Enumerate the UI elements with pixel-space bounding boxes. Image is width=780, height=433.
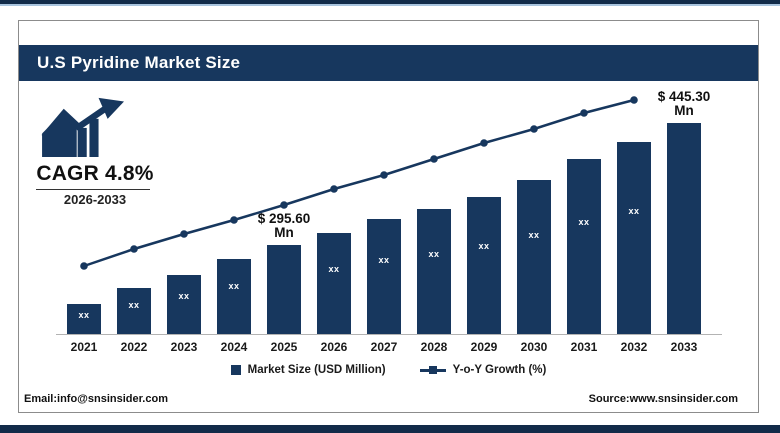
x-axis-label-2032: 2032 <box>620 340 648 354</box>
x-axis-label-2023: 2023 <box>170 340 198 354</box>
x-axis-label-2030: 2030 <box>520 340 548 354</box>
chart-title-band: U.S Pyridine Market Size <box>19 45 758 81</box>
bar-value-label: xx <box>78 310 90 320</box>
bar-2026 <box>317 233 351 334</box>
bar-value-label: xx <box>128 300 140 310</box>
bar-swatch-icon <box>230 365 241 375</box>
bar-2033 <box>667 123 701 334</box>
bottom-strip <box>0 425 780 433</box>
bar-value-label: xx <box>428 249 440 259</box>
cagr-divider <box>36 189 150 190</box>
bar-2028 <box>417 209 451 334</box>
cagr-value: CAGR 4.8% <box>36 162 154 185</box>
x-axis-label-2033: 2033 <box>670 340 698 354</box>
line-swatch-icon <box>419 365 446 375</box>
bar-callout-2033: $ 445.30 Mn <box>657 89 711 118</box>
bar-2031 <box>567 159 601 334</box>
x-axis-label-2028: 2028 <box>420 340 448 354</box>
x-axis-label-2021: 2021 <box>70 340 98 354</box>
bar-2029 <box>467 197 501 334</box>
legend-label: Market Size (USD Million) <box>247 364 386 376</box>
x-axis-label-2027: 2027 <box>370 340 398 354</box>
bar-2032 <box>617 142 651 334</box>
bar-callout-2025: $ 295.60 Mn <box>257 211 311 240</box>
bar-2027 <box>367 219 401 334</box>
bar-value-label: xx <box>378 255 390 265</box>
bar-value-label: xx <box>228 281 240 291</box>
bar-2024 <box>217 259 251 334</box>
bar-value-label: xx <box>328 264 340 274</box>
x-axis-label-2022: 2022 <box>120 340 148 354</box>
legend-item-yoy-growth: Y-o-Y Growth (%) <box>419 364 547 376</box>
cagr-period: 2026-2033 <box>63 192 127 207</box>
bar-2030 <box>517 180 551 334</box>
bar-2022 <box>117 288 151 334</box>
bar-value-label: xx <box>178 291 190 301</box>
growth-chart-icon <box>41 97 124 157</box>
bar-2023 <box>167 275 201 334</box>
footer-source: Source:www.snsinsider.com <box>588 393 738 405</box>
legend-item-market-size: Market Size (USD Million) <box>230 364 386 376</box>
bar-value-label: xx <box>528 230 540 240</box>
bar-value-label: xx <box>578 217 590 227</box>
x-axis-line <box>56 334 722 335</box>
bar-2021 <box>67 304 101 334</box>
x-axis-label-2025: 2025 <box>270 340 298 354</box>
bar-value-label: xx <box>478 241 490 251</box>
top-strip-accent <box>0 4 780 6</box>
legend-label: Y-o-Y Growth (%) <box>452 364 547 376</box>
x-axis-label-2024: 2024 <box>220 340 248 354</box>
chart-title: U.S Pyridine Market Size <box>37 53 241 72</box>
x-axis-label-2026: 2026 <box>320 340 348 354</box>
chart-legend: Market Size (USD Million) Y-o-Y Growth (… <box>19 360 758 380</box>
bar-value-label: xx <box>628 206 640 216</box>
x-axis-label-2031: 2031 <box>570 340 598 354</box>
x-axis-label-2029: 2029 <box>470 340 498 354</box>
top-strip <box>0 0 780 4</box>
footer-email: Email:info@snsinsider.com <box>24 393 168 405</box>
bar-2025 <box>267 245 301 334</box>
